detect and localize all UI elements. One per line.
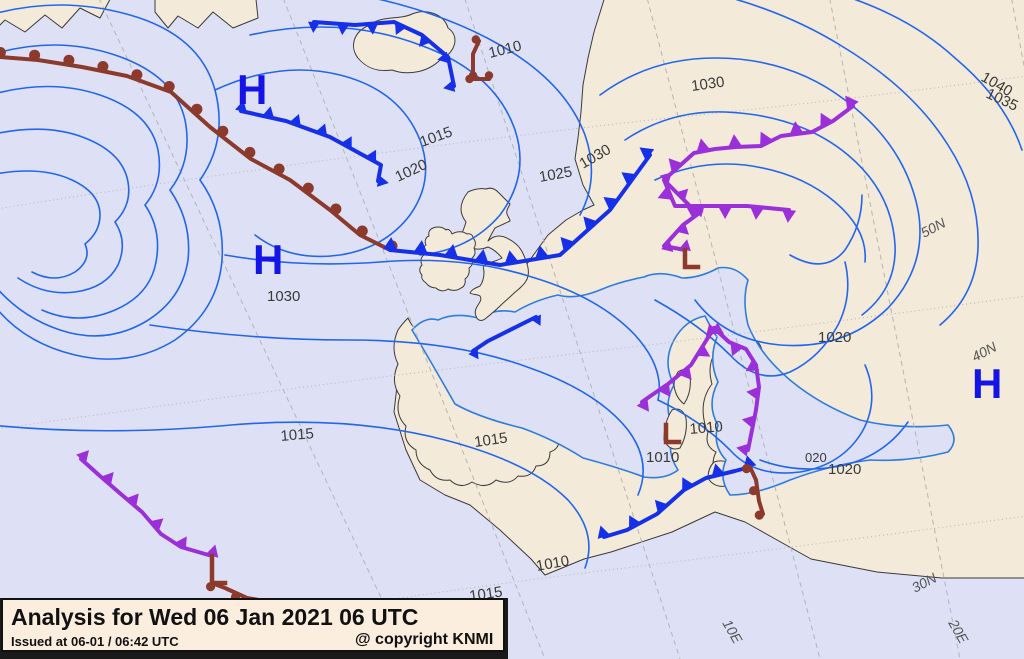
svg-text:1015: 1015 [280,425,315,445]
svg-text:H: H [237,66,267,113]
svg-text:Issued at 06-01 / 06:42 UTC: Issued at 06-01 / 06:42 UTC [11,634,179,649]
svg-text:020: 020 [805,450,827,465]
svg-text:H: H [253,236,283,283]
svg-text:1030: 1030 [267,288,300,305]
svg-text:Analysis for Wed 06 Jan 2021 0: Analysis for Wed 06 Jan 2021 06 UTC [11,604,418,630]
svg-text:H: H [972,360,1002,407]
svg-text:1020: 1020 [818,329,851,346]
svg-text:@ copyright KNMI: @ copyright KNMI [355,631,493,648]
svg-text:1020: 1020 [828,461,861,478]
svg-text:1010: 1010 [689,418,724,438]
svg-text:1010: 1010 [646,449,679,466]
